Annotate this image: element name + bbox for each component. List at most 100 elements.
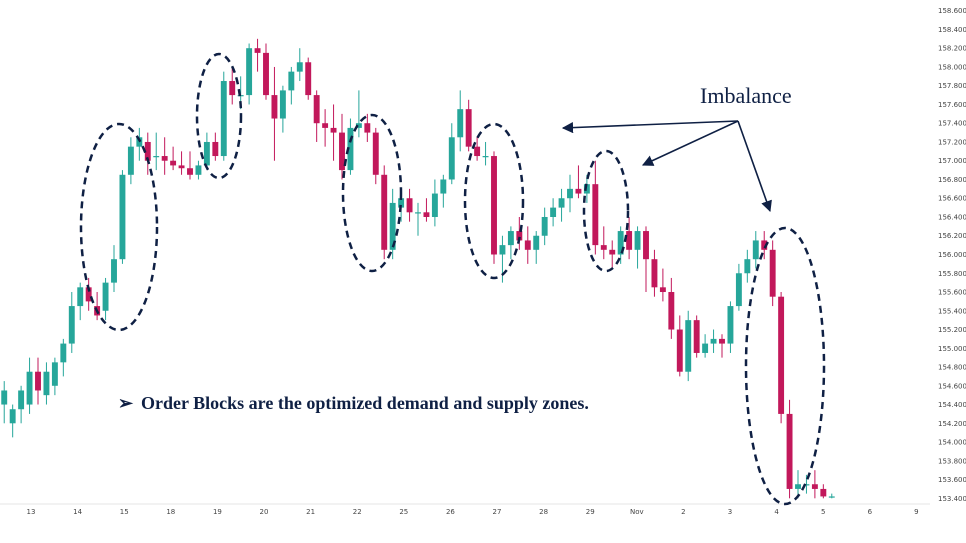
candle [744, 249, 751, 283]
candle [85, 277, 92, 311]
x-tick-label: 15 [120, 508, 129, 516]
candle-body [51, 362, 58, 386]
candle-body [339, 132, 345, 171]
candle [533, 231, 540, 264]
candle [254, 38, 261, 72]
candle-body [651, 259, 658, 288]
candle-body [769, 249, 776, 297]
candle-body [516, 231, 523, 241]
candle [94, 292, 101, 321]
candle-body [550, 207, 557, 217]
candle [659, 268, 666, 302]
y-tick-label: 155.400 [938, 307, 966, 315]
candle-body [693, 320, 700, 353]
candle-body [482, 156, 489, 158]
candle-body [313, 95, 320, 124]
candle-body [330, 127, 337, 133]
candle [415, 202, 421, 236]
candle-body [465, 109, 472, 147]
y-tick-label: 154.600 [938, 382, 966, 390]
candle-body [296, 62, 303, 72]
candle [541, 207, 548, 246]
y-tick-label: 154.800 [938, 364, 966, 372]
candle [212, 132, 219, 161]
x-tick-label: 21 [306, 508, 315, 516]
candle-body [710, 338, 717, 344]
candle [735, 263, 742, 311]
candle [246, 43, 253, 105]
candle [440, 174, 447, 208]
candle-body [685, 320, 692, 372]
candle-body [575, 188, 582, 194]
candle [702, 334, 709, 358]
x-tick-label: 9 [914, 508, 918, 516]
candle-body [60, 343, 67, 363]
order-block-oval [79, 122, 159, 332]
candle-body [1, 390, 8, 405]
candle [330, 104, 337, 161]
candle [507, 226, 514, 260]
candle [102, 277, 109, 321]
y-tick-label: 155.800 [938, 270, 966, 278]
candle-body [533, 235, 540, 250]
candle-body [583, 184, 590, 194]
candle [457, 90, 464, 152]
candle [279, 85, 286, 133]
candles-layer [1, 38, 835, 499]
y-tick-label: 154.000 [938, 439, 966, 447]
candle [710, 329, 717, 353]
candle [651, 249, 658, 297]
candle-body [423, 212, 430, 217]
x-tick-label: 2 [681, 508, 685, 516]
candle [322, 109, 329, 147]
candle-body [381, 174, 388, 250]
order-block-oval [195, 52, 243, 180]
candle-body [389, 202, 396, 250]
candle [550, 198, 557, 227]
candle-body [786, 413, 793, 489]
candle [144, 132, 151, 175]
candle-body [811, 484, 818, 489]
candle-body [499, 245, 506, 255]
candle [592, 160, 599, 255]
imbalance-arrows [561, 120, 772, 213]
candle [643, 226, 649, 293]
y-tick-label: 156.800 [938, 176, 966, 184]
candle [178, 151, 185, 175]
y-tick-label: 155.200 [938, 326, 966, 334]
y-tick-label: 158.200 [938, 45, 966, 53]
candle-body [744, 259, 751, 274]
candle-body [803, 484, 810, 486]
candle [51, 357, 58, 396]
candle-body [364, 123, 371, 133]
candle [9, 404, 16, 438]
candle-body [153, 156, 160, 158]
candle-body [102, 282, 109, 311]
x-tick-label: 14 [73, 508, 82, 516]
candle [693, 315, 700, 358]
y-tick-label: 155.000 [938, 345, 966, 353]
candle-body [719, 338, 725, 344]
candle [271, 66, 278, 161]
candle-body [178, 165, 185, 169]
candle [609, 240, 616, 269]
candle-body [26, 371, 33, 405]
y-tick-label: 154.400 [938, 401, 966, 409]
candle [626, 216, 633, 260]
candle-body [795, 484, 801, 489]
candle [305, 57, 312, 100]
candle-body [668, 292, 675, 330]
candle-body [778, 296, 785, 414]
candle [727, 301, 734, 353]
candle-body [406, 198, 413, 213]
caption-bullet: ➢ [118, 393, 134, 413]
candle [26, 357, 33, 414]
candle [296, 48, 303, 82]
candle [195, 160, 202, 180]
candle-body [68, 306, 75, 344]
x-tick-label: 19 [213, 508, 222, 516]
candle [263, 43, 269, 100]
candle-body [18, 390, 25, 410]
candle-body [111, 259, 117, 283]
candle-body [727, 306, 734, 344]
